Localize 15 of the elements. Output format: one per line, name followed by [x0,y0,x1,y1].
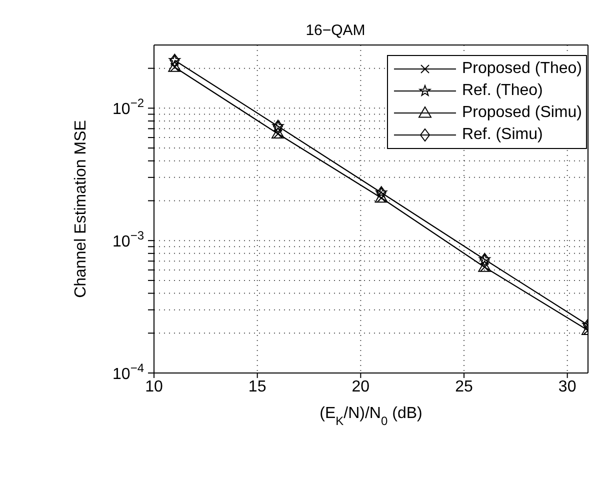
y-tick-label: 10$^{−4}$ [112,361,144,383]
x-tick-label: 10 [145,378,163,396]
legend-label: Ref. (Theo) [462,82,543,100]
x-tick-label: 25 [455,378,473,396]
x-tick-label: 15 [248,378,266,396]
legend-label: Proposed (Simu) [462,104,582,122]
chart-title: 16−QAM [304,22,366,39]
legend-label: Ref. (Simu) [462,126,543,144]
y-axis-title: Channel Estimation MSE [72,120,90,298]
x-tick-label: 30 [558,378,576,396]
x-axis-title: (E$_{K}$/N)/N$_{0}$ (dB) [320,405,422,428]
x-tick-label: 20 [352,378,370,396]
y-tick-label: 10$^{−3}$ [112,228,144,251]
legend-label: Proposed (Theo) [462,60,582,78]
y-tick-label: 10$^{−2}$ [112,96,144,118]
